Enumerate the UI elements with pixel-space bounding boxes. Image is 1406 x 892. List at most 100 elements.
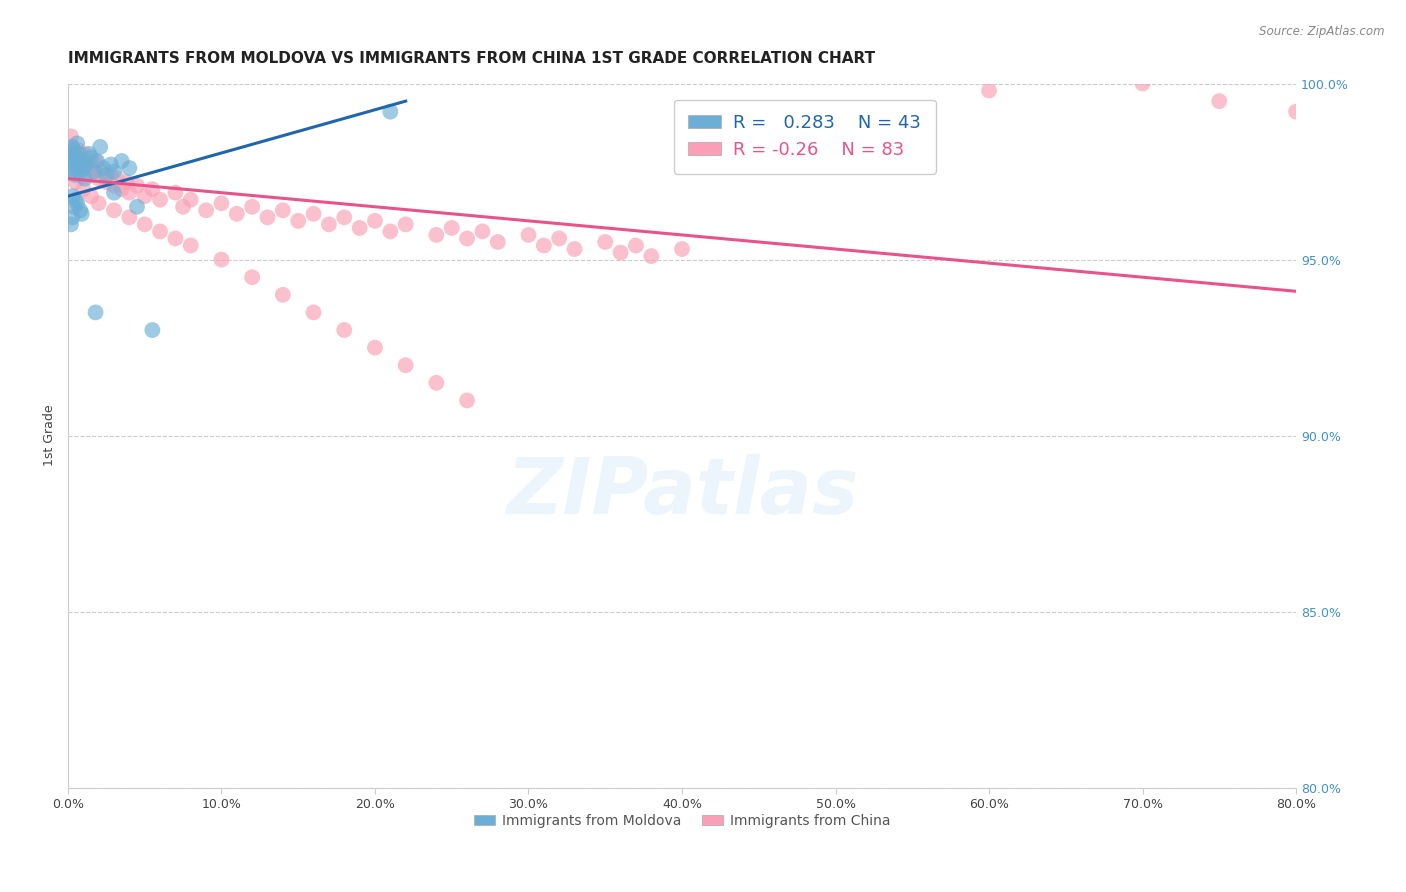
- Point: [256, 211, 278, 225]
- Point: [91, 161, 114, 175]
- Text: Source: ZipAtlas.com: Source: ZipAtlas.com: [1260, 25, 1385, 38]
- Point: [548, 231, 571, 245]
- Point: [65, 193, 87, 207]
- Point: [59, 164, 82, 178]
- Point: [69, 203, 91, 218]
- Point: [593, 235, 616, 249]
- Point: [90, 164, 112, 178]
- Point: [134, 189, 156, 203]
- Point: [65, 153, 87, 168]
- Point: [103, 203, 125, 218]
- Point: [72, 161, 94, 175]
- Legend: Immigrants from Moldova, Immigrants from China: Immigrants from Moldova, Immigrants from…: [468, 809, 896, 834]
- Point: [225, 207, 247, 221]
- Point: [395, 358, 418, 372]
- Point: [302, 207, 325, 221]
- Point: [141, 182, 163, 196]
- Point: [65, 147, 87, 161]
- Point: [82, 161, 104, 175]
- Point: [456, 393, 478, 408]
- Point: [73, 147, 96, 161]
- Point: [87, 171, 110, 186]
- Point: [72, 182, 94, 196]
- Point: [59, 147, 82, 161]
- Point: [564, 242, 586, 256]
- Point: [211, 196, 233, 211]
- Point: [65, 168, 87, 182]
- Point: [100, 157, 122, 171]
- Point: [70, 151, 93, 165]
- Point: [471, 224, 494, 238]
- Point: [364, 341, 387, 355]
- Point: [96, 168, 118, 182]
- Point: [62, 161, 84, 175]
- Point: [80, 189, 103, 203]
- Point: [118, 186, 141, 200]
- Point: [118, 161, 141, 175]
- Point: [271, 288, 294, 302]
- Point: [67, 151, 90, 165]
- Point: [977, 84, 1000, 98]
- Point: [149, 193, 172, 207]
- Point: [103, 164, 125, 178]
- Point: [302, 305, 325, 319]
- Point: [1208, 94, 1230, 108]
- Point: [59, 218, 82, 232]
- Point: [89, 140, 111, 154]
- Point: [79, 157, 101, 171]
- Point: [165, 231, 187, 245]
- Point: [333, 323, 356, 337]
- Point: [533, 238, 555, 252]
- Point: [105, 171, 128, 186]
- Point: [77, 164, 100, 178]
- Point: [66, 161, 89, 175]
- Y-axis label: 1st Grade: 1st Grade: [44, 405, 56, 467]
- Point: [380, 224, 402, 238]
- Point: [271, 203, 294, 218]
- Point: [84, 153, 107, 168]
- Point: [486, 235, 509, 249]
- Point: [287, 214, 309, 228]
- Point: [125, 178, 148, 193]
- Point: [75, 157, 97, 171]
- Point: [69, 147, 91, 161]
- Point: [640, 249, 662, 263]
- Point: [609, 245, 631, 260]
- Point: [86, 153, 108, 168]
- Point: [118, 211, 141, 225]
- Point: [671, 242, 693, 256]
- Point: [111, 153, 134, 168]
- Point: [65, 175, 87, 189]
- Point: [333, 211, 356, 225]
- Point: [134, 218, 156, 232]
- Point: [79, 147, 101, 161]
- Point: [141, 323, 163, 337]
- Point: [84, 305, 107, 319]
- Point: [80, 168, 103, 182]
- Point: [103, 178, 125, 193]
- Point: [62, 189, 84, 203]
- Point: [165, 186, 187, 200]
- Text: IMMIGRANTS FROM MOLDOVA VS IMMIGRANTS FROM CHINA 1ST GRADE CORRELATION CHART: IMMIGRANTS FROM MOLDOVA VS IMMIGRANTS FR…: [67, 51, 875, 66]
- Point: [59, 129, 82, 144]
- Point: [211, 252, 233, 267]
- Point: [62, 211, 84, 225]
- Point: [364, 214, 387, 228]
- Point: [624, 238, 647, 252]
- Point: [62, 151, 84, 165]
- Point: [1132, 77, 1154, 91]
- Point: [425, 227, 447, 242]
- Point: [180, 193, 202, 207]
- Point: [72, 161, 94, 175]
- Point: [70, 153, 93, 168]
- Point: [75, 153, 97, 168]
- Point: [87, 196, 110, 211]
- Point: [69, 164, 91, 178]
- Point: [318, 218, 340, 232]
- Point: [240, 270, 263, 285]
- Point: [66, 136, 89, 151]
- Point: [103, 186, 125, 200]
- Point: [172, 200, 194, 214]
- Point: [111, 182, 134, 196]
- Point: [73, 171, 96, 186]
